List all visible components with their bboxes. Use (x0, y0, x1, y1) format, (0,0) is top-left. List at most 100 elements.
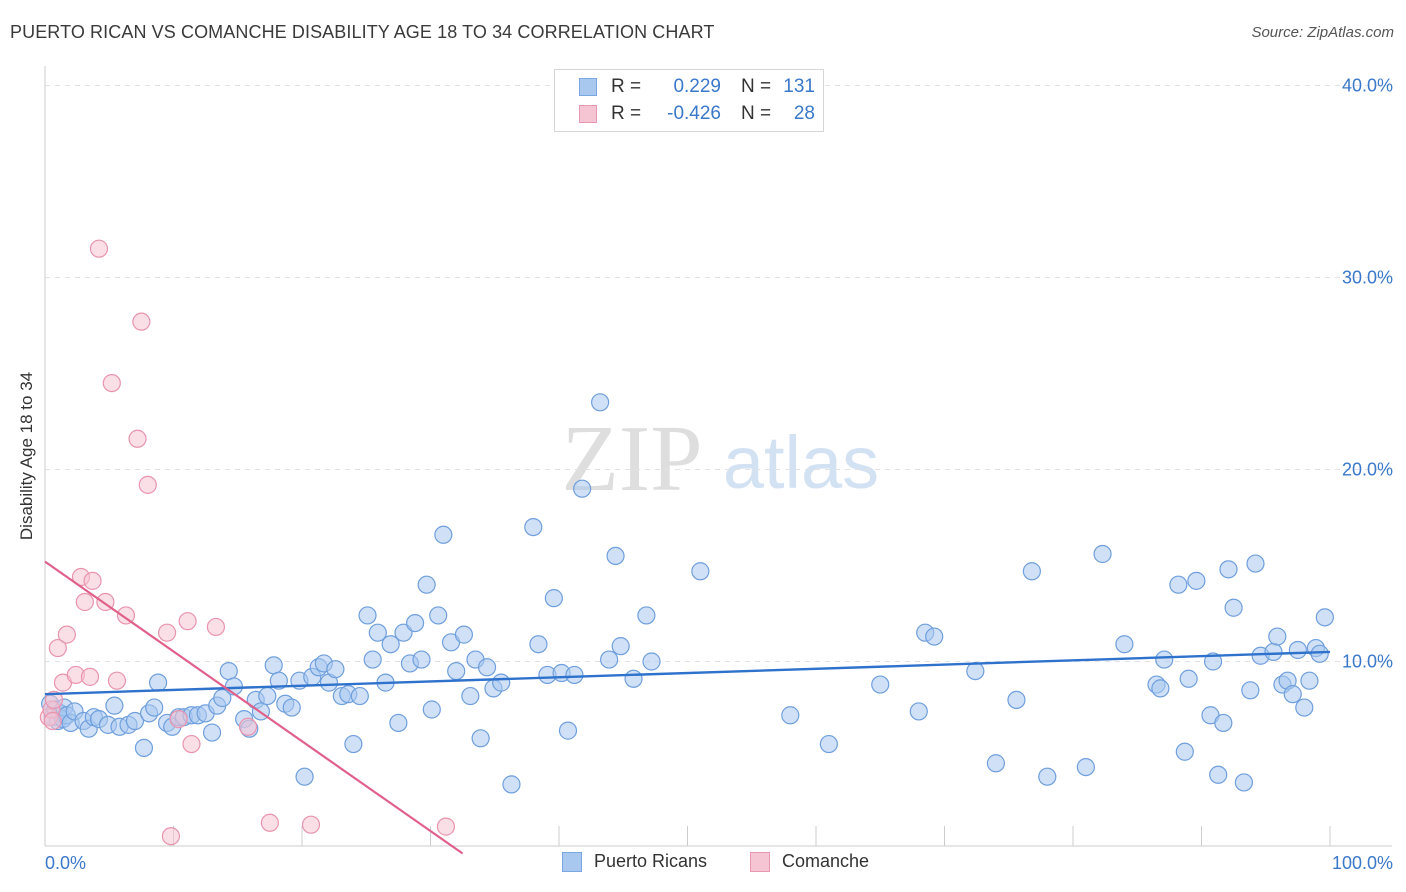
n-label: N = (741, 76, 772, 97)
data-point-puerto-ricans (573, 479, 592, 498)
data-point-comanche (182, 734, 201, 754)
trend-line-puerto-ricans (44, 650, 1331, 696)
data-point-puerto-ricans (1214, 713, 1233, 733)
data-point-comanche (138, 475, 157, 494)
data-point-puerto-ricans (1219, 560, 1238, 579)
data-point-puerto-ricans (1315, 608, 1334, 627)
data-point-puerto-ricans (1268, 627, 1287, 646)
data-point-puerto-ricans (1209, 765, 1228, 784)
x-tick-label: 100.0% (1332, 853, 1393, 873)
data-point-comanche (132, 312, 151, 331)
data-point-puerto-ricans (611, 637, 630, 656)
data-point-puerto-ricans (1203, 652, 1223, 671)
data-point-comanche (436, 817, 456, 836)
data-point-comanche (128, 429, 147, 448)
data-point-puerto-ricans (606, 546, 625, 566)
n-value: 28 (793, 103, 815, 124)
legend-swatch-pink (750, 851, 770, 872)
data-point-puerto-ricans (1310, 644, 1329, 663)
r-label: R = (611, 76, 642, 97)
data-point-puerto-ricans (429, 606, 448, 625)
data-point-puerto-ricans (565, 665, 584, 685)
y-tick-label: 10.0% (1342, 652, 1393, 672)
data-point-comanche (206, 617, 226, 637)
data-point-puerto-ricans (819, 734, 838, 754)
data-point-comanche (169, 709, 188, 729)
legend-puerto-ricans[interactable]: Puerto Ricans (562, 851, 707, 872)
legend-swatch-blue (562, 851, 582, 872)
data-point-puerto-ricans (1038, 767, 1057, 786)
data-point-puerto-ricans (422, 700, 441, 719)
data-point-puerto-ricans (1283, 685, 1302, 704)
data-point-puerto-ricans (326, 660, 345, 679)
n-label: N = (741, 103, 772, 124)
data-point-puerto-ricans (591, 393, 610, 412)
data-point-puerto-ricans (624, 669, 643, 688)
data-point-puerto-ricans (405, 613, 425, 633)
y-tick-label: 20.0% (1342, 460, 1393, 480)
data-point-puerto-ricans (471, 729, 490, 748)
data-point-comanche (44, 690, 64, 710)
data-point-puerto-ricans (1115, 635, 1134, 654)
data-point-puerto-ricans (544, 589, 563, 608)
data-point-comanche (75, 592, 94, 612)
data-point-puerto-ricans (529, 635, 548, 654)
data-point-puerto-ricans (642, 652, 661, 671)
data-point-comanche (89, 239, 109, 258)
data-point-puerto-ricans (524, 517, 543, 537)
data-point-puerto-ricans (105, 696, 124, 715)
legend-label: Comanche (782, 851, 870, 871)
data-point-puerto-ricans (1264, 642, 1283, 662)
data-point-comanche (102, 374, 121, 393)
data-point-puerto-ricans (1169, 575, 1188, 594)
chart-title: PUERTO RICAN VS COMANCHE DISABILITY AGE … (10, 22, 715, 42)
data-point-puerto-ricans (1022, 562, 1041, 581)
trend-line-comanche (44, 560, 464, 855)
data-point-puerto-ricans (558, 721, 578, 740)
data-point-puerto-ricans (1288, 640, 1307, 660)
data-point-comanche (157, 623, 177, 642)
data-point-comanche (301, 815, 321, 834)
data-point-comanche (178, 612, 197, 631)
data-point-comanche (260, 813, 279, 832)
data-point-puerto-ricans (148, 673, 168, 692)
legend-comanche[interactable]: Comanche (750, 851, 869, 872)
data-point-puerto-ricans (492, 673, 511, 692)
r-value: -0.426 (667, 103, 721, 124)
data-point-puerto-ricans (258, 686, 277, 706)
stats-row-comanche: R = -0.426 N = 28 (579, 101, 815, 127)
data-point-comanche (48, 638, 67, 658)
data-point-puerto-ricans (368, 623, 387, 642)
puerto-ricans-swatch (579, 78, 597, 96)
data-point-puerto-ricans (412, 650, 431, 669)
r-label: R = (611, 103, 642, 124)
data-point-comanche (107, 671, 127, 690)
data-point-puerto-ricans (1155, 650, 1174, 669)
watermark-atlas: atlas (723, 421, 879, 504)
data-point-puerto-ricans (134, 738, 154, 758)
data-point-puerto-ricans (295, 767, 314, 786)
data-point-puerto-ricans (925, 627, 944, 646)
data-point-puerto-ricans (691, 562, 710, 581)
data-point-puerto-ricans (477, 658, 497, 677)
n-value: 131 (783, 76, 815, 97)
data-point-puerto-ricans (1179, 669, 1198, 688)
data-point-puerto-ricans (986, 754, 1006, 773)
data-point-puerto-ricans (1224, 598, 1243, 617)
data-point-comanche (57, 625, 76, 644)
data-point-puerto-ricans (600, 650, 619, 669)
data-point-puerto-ricans (637, 606, 656, 625)
x-tick-label: 0.0% (45, 853, 86, 873)
data-point-comanche (161, 827, 181, 846)
legend-label: Puerto Ricans (594, 851, 708, 871)
data-point-puerto-ricans (1093, 544, 1112, 564)
correlation-stats-box: R = 0.229 N = 131 R = -0.426 N = 28 (554, 69, 824, 132)
data-point-puerto-ricans (461, 686, 480, 706)
data-point-puerto-ricans (1246, 554, 1265, 573)
y-tick-label: 30.0% (1342, 268, 1393, 288)
data-point-puerto-ricans (1076, 757, 1095, 777)
data-point-puerto-ricans (145, 698, 164, 717)
data-point-puerto-ricans (344, 734, 363, 754)
data-point-comanche (116, 606, 136, 625)
